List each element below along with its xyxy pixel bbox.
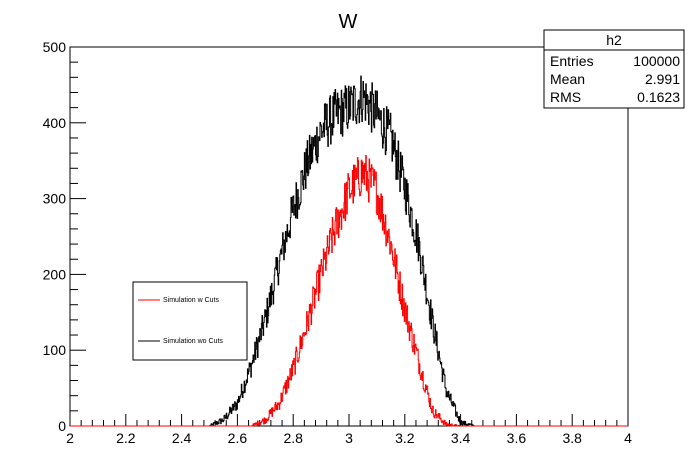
legend-label-wo-cuts: Simulation wo Cuts [163,338,223,345]
stats-rms-value: 0.1623 [637,89,680,105]
y-tick-label: 100 [43,342,67,358]
x-tick-label: 2.6 [228,430,248,446]
stats-mean-label: Mean [550,71,585,87]
y-tick-label: 500 [43,39,67,55]
x-tick-label: 3.2 [395,430,415,446]
y-tick-label: 300 [43,191,67,207]
x-tick-label: 2.8 [283,430,303,446]
legend: Simulation w Cuts Simulation wo Cuts [132,281,248,361]
x-tick-label: 2 [66,430,74,446]
y-tick-label: 0 [58,418,66,434]
stats-rms-label: RMS [550,89,581,105]
y-tick-label: 200 [43,266,67,282]
axes: 2 2.2 2.4 2.6 2.8 3 3.2 3.4 3.6 3.8 4 0 100 200 300 400… [43,39,632,446]
legend-frame [132,281,248,361]
series-simulation-w-cuts [70,154,628,427]
x-tick-label: 2.4 [172,430,192,446]
stats-box-frame [543,29,685,109]
stats-entries-label: Entries [550,53,594,69]
x-tick-label: 3.8 [562,430,582,446]
chart-title: W [339,11,358,33]
x-tick-label: 2.2 [116,430,136,446]
legend-label-w-cuts: Simulation w Cuts [163,297,220,304]
x-tick-label: 3 [345,430,353,446]
x-tick-label: 3.4 [451,430,471,446]
stats-box-title: h2 [606,32,622,48]
x-tick-label: 3.6 [507,430,527,446]
series-group [70,75,628,427]
stats-entries-value: 100000 [633,53,680,69]
x-tick-label: 4 [624,430,632,446]
y-tick-label: 400 [43,115,67,131]
stats-box: h2 Entries 100000 Mean 2.991 RMS 0.1623 [543,29,685,109]
stats-mean-value: 2.991 [645,71,680,87]
